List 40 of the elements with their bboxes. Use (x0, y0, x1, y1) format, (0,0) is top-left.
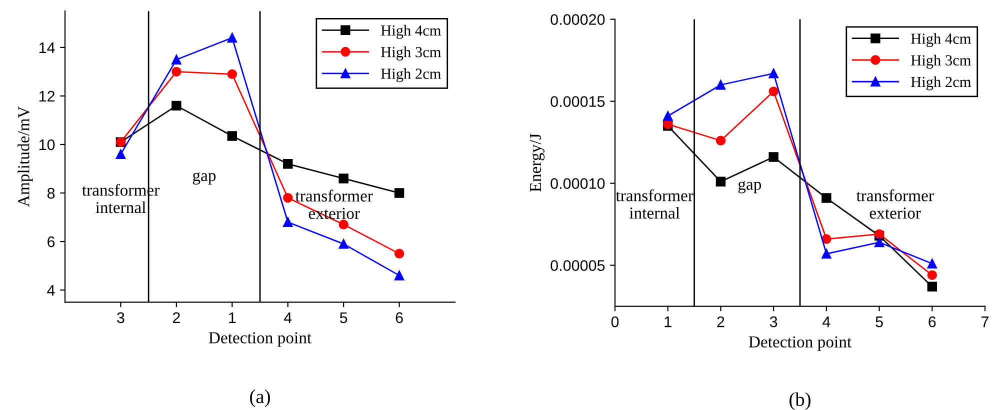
y-tick-label: 0.00015 (550, 96, 605, 107)
y-tick-label: 12 (39, 90, 55, 102)
x-tick-label: 5 (340, 312, 348, 324)
y-tick-label: 0.00005 (550, 260, 605, 271)
y-axis-title: Amplitude/mV (18, 106, 33, 207)
annotation: transformer exterior (856, 189, 934, 219)
x-tick-label: 5 (876, 316, 883, 328)
x-tick-label: 2 (717, 316, 724, 328)
y-tick-label: 0.00010 (550, 178, 605, 189)
y-tick-label: 8 (47, 188, 55, 199)
annotation: gap (738, 181, 762, 194)
x-tick-label: 7 (982, 316, 988, 328)
x-tick-label: 6 (396, 312, 403, 324)
y-tick-label: 4 (47, 285, 55, 296)
legend-label: High 4cm (911, 33, 972, 48)
x-tick-label: 1 (229, 312, 236, 323)
annotation: gap (192, 172, 216, 185)
annotation: transformer internal (616, 189, 694, 219)
x-tick-label: 4 (284, 312, 292, 323)
text: (b) (790, 392, 810, 410)
legend-label: High 2cm (911, 76, 972, 90)
x-tick-label: 4 (822, 316, 830, 328)
legend-label: High 3cm (911, 54, 972, 69)
legend-label: High 3cm (381, 46, 442, 60)
text: (a) (250, 390, 270, 408)
y-tick-label: 10 (39, 139, 55, 150)
legend-label: High 2cm (381, 68, 442, 82)
y-tick-label: 6 (48, 236, 55, 248)
y-axis-title: Energy/J (530, 134, 545, 192)
x-axis-title: Detection point (748, 336, 852, 351)
x-tick-label: 0 (611, 316, 619, 328)
x-axis-title: Detection point (208, 332, 312, 347)
x-tick-label: 3 (770, 316, 778, 328)
y-tick-label: 14 (39, 42, 55, 53)
x-tick-label: 2 (172, 312, 180, 323)
x-tick-label: 6 (928, 316, 936, 328)
legend-label: High 4cm (381, 24, 442, 39)
x-tick-label: 1 (664, 316, 672, 328)
x-tick-label: 3 (117, 312, 124, 324)
y-tick-label: 0.00020 (550, 14, 605, 25)
